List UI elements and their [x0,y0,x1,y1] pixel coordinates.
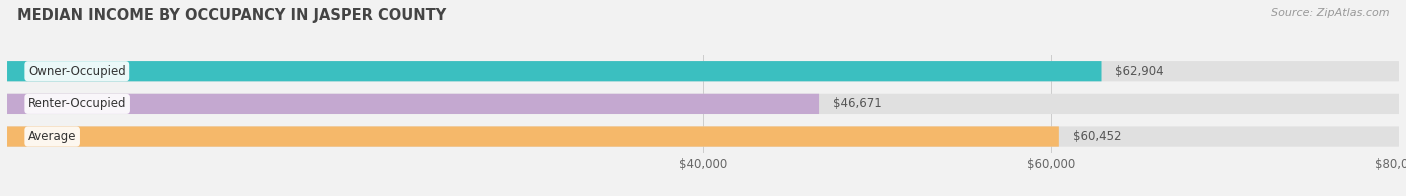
FancyBboxPatch shape [7,61,1399,81]
FancyBboxPatch shape [7,61,1101,81]
Text: $46,671: $46,671 [832,97,882,110]
Text: Renter-Occupied: Renter-Occupied [28,97,127,110]
Text: Owner-Occupied: Owner-Occupied [28,65,125,78]
FancyBboxPatch shape [7,94,820,114]
Text: Average: Average [28,130,76,143]
FancyBboxPatch shape [7,94,1399,114]
Text: $62,904: $62,904 [1115,65,1164,78]
Text: Source: ZipAtlas.com: Source: ZipAtlas.com [1271,8,1389,18]
FancyBboxPatch shape [7,126,1059,147]
Text: MEDIAN INCOME BY OCCUPANCY IN JASPER COUNTY: MEDIAN INCOME BY OCCUPANCY IN JASPER COU… [17,8,446,23]
FancyBboxPatch shape [7,126,1399,147]
Text: $60,452: $60,452 [1073,130,1121,143]
